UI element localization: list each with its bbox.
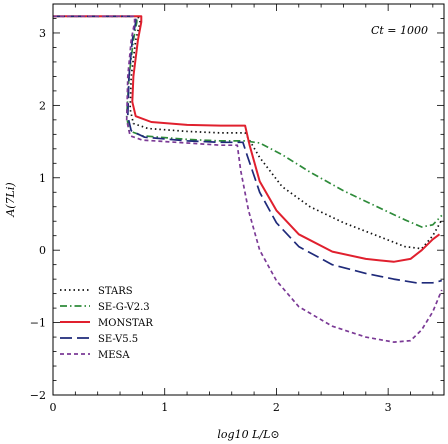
y-axis-label: A(7Li): [4, 182, 17, 217]
legend-label: MESA: [98, 350, 130, 361]
legend-label: SE-G-V2.3: [98, 302, 150, 313]
y-tick-label: 0: [39, 244, 46, 257]
y-tick-label: −2: [30, 389, 46, 402]
legend-label: MONSTAR: [98, 318, 153, 329]
y-tick-label: 3: [39, 27, 46, 40]
x-tick-label: 0: [50, 401, 57, 414]
y-tick-label: −1: [30, 317, 46, 330]
legend-label: STARS: [98, 286, 133, 297]
x-tick-label: 3: [385, 401, 392, 414]
y-tick-label: 1: [39, 172, 46, 185]
series-line-monstar: [53, 15, 441, 263]
y-tick-label: 2: [39, 99, 46, 112]
x-axis-label: log10 L/L⊙: [217, 428, 279, 441]
ct-annotation: Ct = 1000: [371, 24, 428, 37]
series-line-se-v5-5: [53, 15, 443, 284]
series-line-stars: [53, 15, 443, 250]
x-tick-label: 2: [273, 401, 280, 414]
x-tick-label: 1: [161, 401, 168, 414]
series-line-se-g-v2-3: [53, 15, 443, 228]
plot-frame: [52, 3, 445, 396]
legend-label: SE-V5.5: [98, 334, 138, 345]
